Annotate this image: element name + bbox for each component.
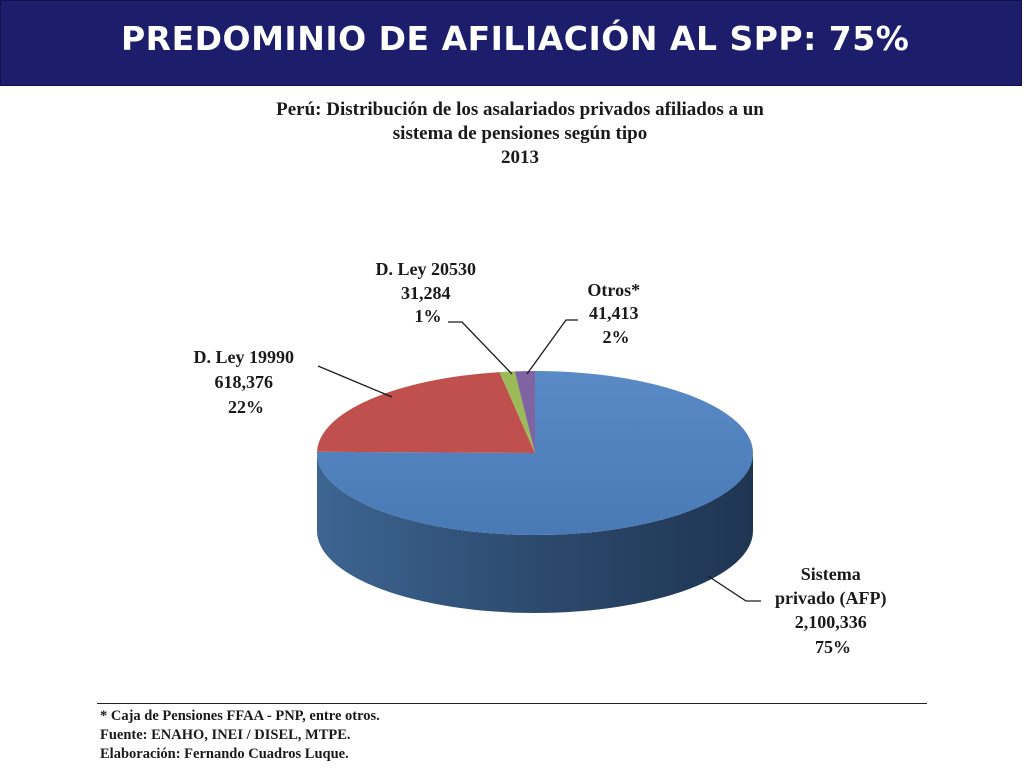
label-dley20530: D. Ley 20530 31,284 1%: [376, 259, 481, 326]
pie-slice-dley19990: [317, 372, 535, 453]
label-otros-percent: 2%: [603, 327, 630, 347]
pie-tops: [317, 371, 753, 535]
leader-line-dley20530: [448, 321, 513, 375]
pie-leaders: [317, 319, 761, 602]
pie-slice-otros: [514, 371, 535, 453]
label-afp-percent: 75%: [815, 637, 851, 657]
pie-sides: [317, 453, 753, 613]
footnote-author: Elaboración: Fernando Cuadros Luque.: [100, 746, 349, 762]
pie-side-afp: [317, 453, 753, 613]
chart-title-line-1: Perú: Distribución de los asalariados pr…: [276, 99, 764, 120]
label-afp-name-1: Sistema: [801, 564, 861, 584]
footnote-rule: [97, 703, 927, 704]
label-dley20530-value: 31,284: [401, 283, 451, 303]
chart-title-line-2: sistema de pensiones según tipo: [392, 123, 648, 144]
label-afp-value: 2,100,336: [795, 612, 867, 632]
label-otros-value: 41,413: [589, 303, 639, 323]
pie-slice-dley20530: [499, 371, 535, 453]
slide-header: PREDOMINIO DE AFILIACIÓN AL SPP: 75%: [0, 0, 1022, 86]
slide-title: PREDOMINIO DE AFILIACIÓN AL SPP: 75%: [121, 19, 910, 58]
footnotes: * Caja de Pensiones FFAA - PNP, entre ot…: [100, 707, 380, 764]
footnote-source: Fuente: ENAHO, INEI / DISEL, MTPE.: [100, 727, 351, 743]
label-afp: Sistema privado (AFP) 2,100,336 75%: [775, 564, 891, 657]
label-dley19990-value: 618,376: [215, 372, 274, 392]
label-dley20530-percent: 1%: [415, 306, 442, 326]
label-otros: Otros* 41,413 2%: [587, 280, 644, 347]
leader-line-otros: [526, 319, 578, 375]
label-afp-name-2: privado (AFP): [775, 588, 887, 609]
chart-title: Perú: Distribución de los asalariados pr…: [150, 98, 890, 170]
label-dley19990: D. Ley 19990 618,376 22%: [194, 347, 299, 417]
footnote-otros: * Caja de Pensiones FFAA - PNP, entre ot…: [100, 708, 380, 724]
leader-line-dley19990: [317, 365, 393, 398]
label-otros-name: Otros*: [587, 280, 640, 300]
chart-title-line-3: 2013: [501, 147, 539, 168]
label-dley20530-name: D. Ley 20530: [376, 259, 477, 279]
label-dley19990-percent: 22%: [228, 397, 264, 417]
leader-line-afp: [707, 575, 761, 602]
label-dley19990-name: D. Ley 19990: [194, 347, 295, 367]
